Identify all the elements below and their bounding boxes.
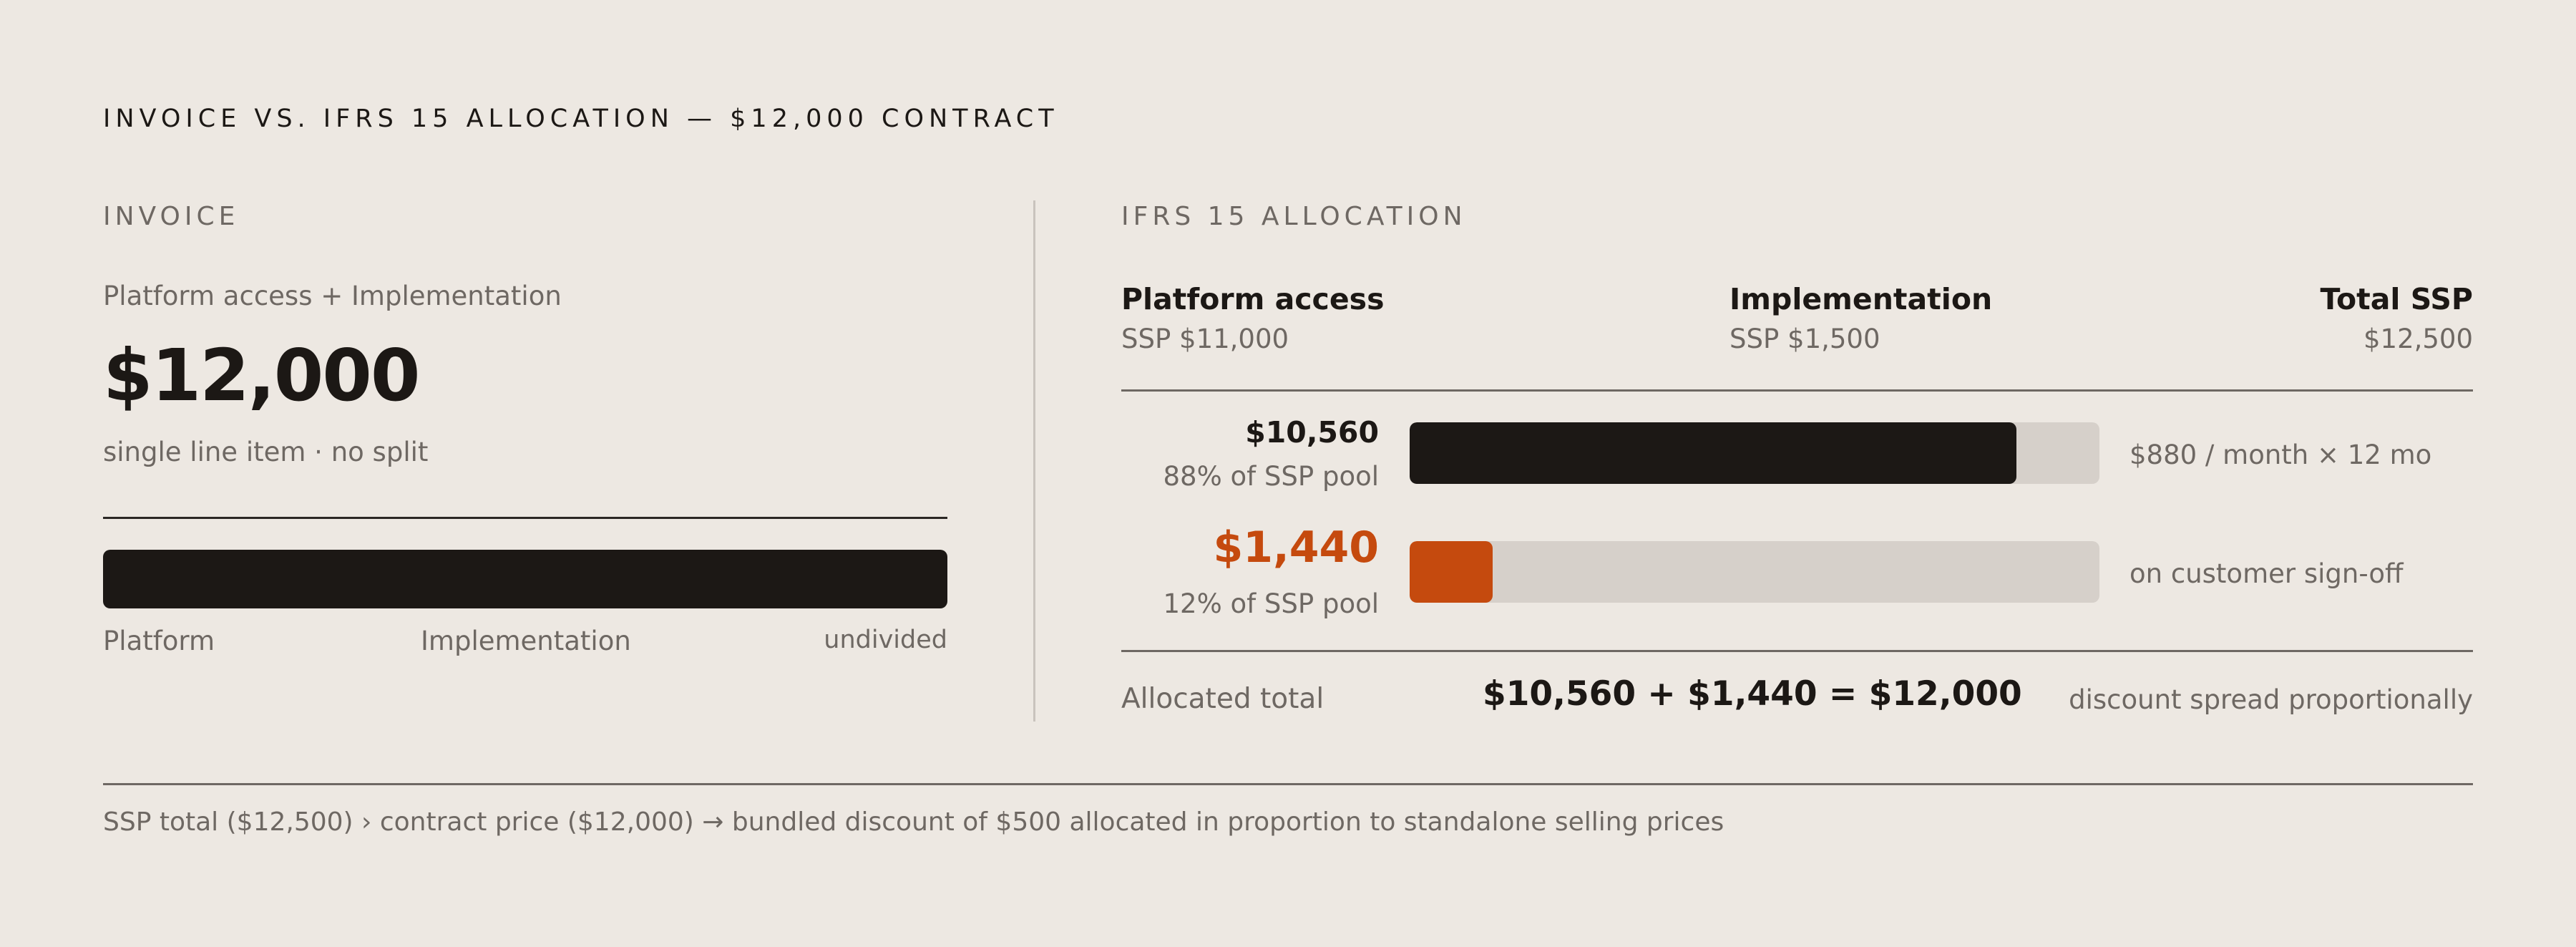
allocated-total-label: Allocated total	[1121, 683, 1324, 715]
total-divider	[1121, 650, 2473, 652]
invoice-divider	[103, 517, 947, 519]
invoice-bar	[103, 550, 947, 608]
invoice-section-label: INVOICE	[103, 202, 240, 231]
column-header-platform: Platform access	[1121, 282, 1385, 316]
invoice-note: single line item · no split	[103, 437, 429, 467]
panel-divider	[1033, 200, 1035, 722]
invoice-label-undivided: undivided	[824, 626, 947, 654]
allocated-total-note: discount spread proportionally	[2069, 684, 2473, 715]
column-ssp-platform: SSP $11,000	[1121, 324, 1289, 354]
invoice-label-platform: Platform	[103, 626, 215, 656]
page-title: INVOICE VS. IFRS 15 ALLOCATION — $12,000…	[103, 105, 1059, 133]
column-header-total: Total SSP	[2320, 282, 2473, 316]
row-note: on customer sign-off	[2129, 558, 2404, 589]
invoice-amount: $12,000	[103, 334, 420, 417]
row-note: $880 / month × 12 mo	[2129, 439, 2432, 470]
footer-divider	[103, 783, 2473, 785]
allocation-section-label: IFRS 15 ALLOCATION	[1121, 202, 1467, 231]
allocation-bar-fill	[1410, 422, 2017, 484]
column-ssp-total: $12,500	[2363, 324, 2473, 354]
header-divider	[1121, 389, 2473, 392]
row-value: $1,440	[1213, 523, 1379, 573]
allocated-total-equation: $10,560 + $1,440 = $12,000	[1483, 674, 2022, 714]
allocation-bar-track	[1410, 422, 2099, 484]
row-percent: 12% of SSP pool	[1163, 588, 1379, 619]
column-header-implementation: Implementation	[1729, 282, 1993, 316]
column-ssp-implementation: SSP $1,500	[1729, 324, 1880, 354]
allocation-bar-track	[1410, 541, 2099, 603]
footnote: SSP total ($12,500) › contract price ($1…	[103, 807, 1724, 837]
row-value: $10,560	[1245, 415, 1379, 450]
invoice-subtitle: Platform access + Implementation	[103, 281, 562, 311]
invoice-label-implementation: Implementation	[421, 626, 631, 656]
allocation-bar-fill	[1410, 541, 1493, 603]
row-percent: 88% of SSP pool	[1163, 461, 1379, 492]
